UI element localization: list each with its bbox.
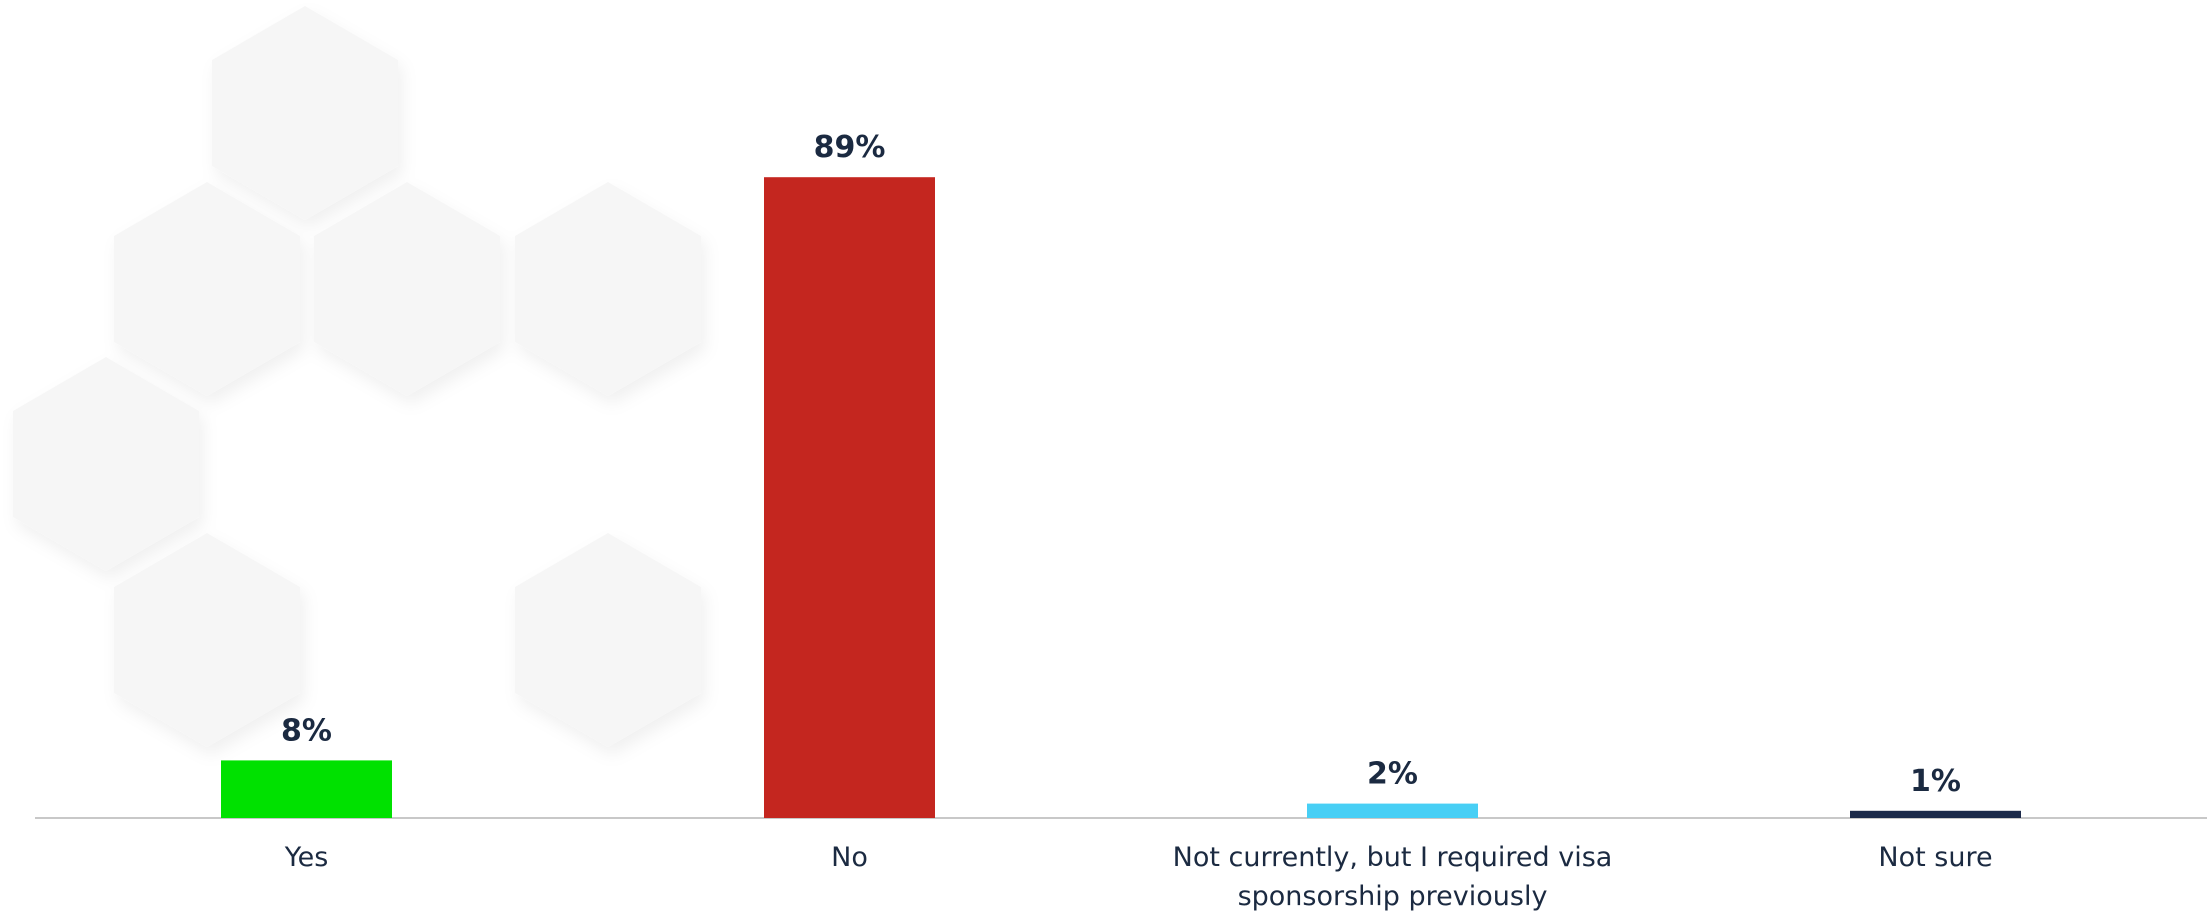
value-label: 1% — [1910, 764, 1961, 799]
x-tick-label: Yes — [284, 842, 329, 873]
x-tick-label: No — [831, 842, 868, 873]
hexagon — [515, 182, 701, 396]
hexagon — [114, 182, 300, 396]
bar — [764, 177, 935, 818]
bar — [221, 760, 392, 818]
hexagon — [13, 357, 199, 571]
hexagon — [114, 533, 300, 747]
bar — [1850, 810, 2021, 818]
value-label: 2% — [1367, 757, 1418, 792]
value-label: 8% — [281, 713, 332, 748]
value-label: 89% — [814, 130, 886, 165]
x-tick-label: Not currently, but I required visa spons… — [1172, 842, 1613, 912]
bar — [1307, 803, 1478, 818]
hexagon — [515, 533, 701, 747]
hexagon — [212, 6, 398, 220]
background-decoration — [13, 6, 701, 747]
hexagon — [314, 182, 500, 396]
x-tick-label: Not sure — [1878, 842, 1993, 873]
